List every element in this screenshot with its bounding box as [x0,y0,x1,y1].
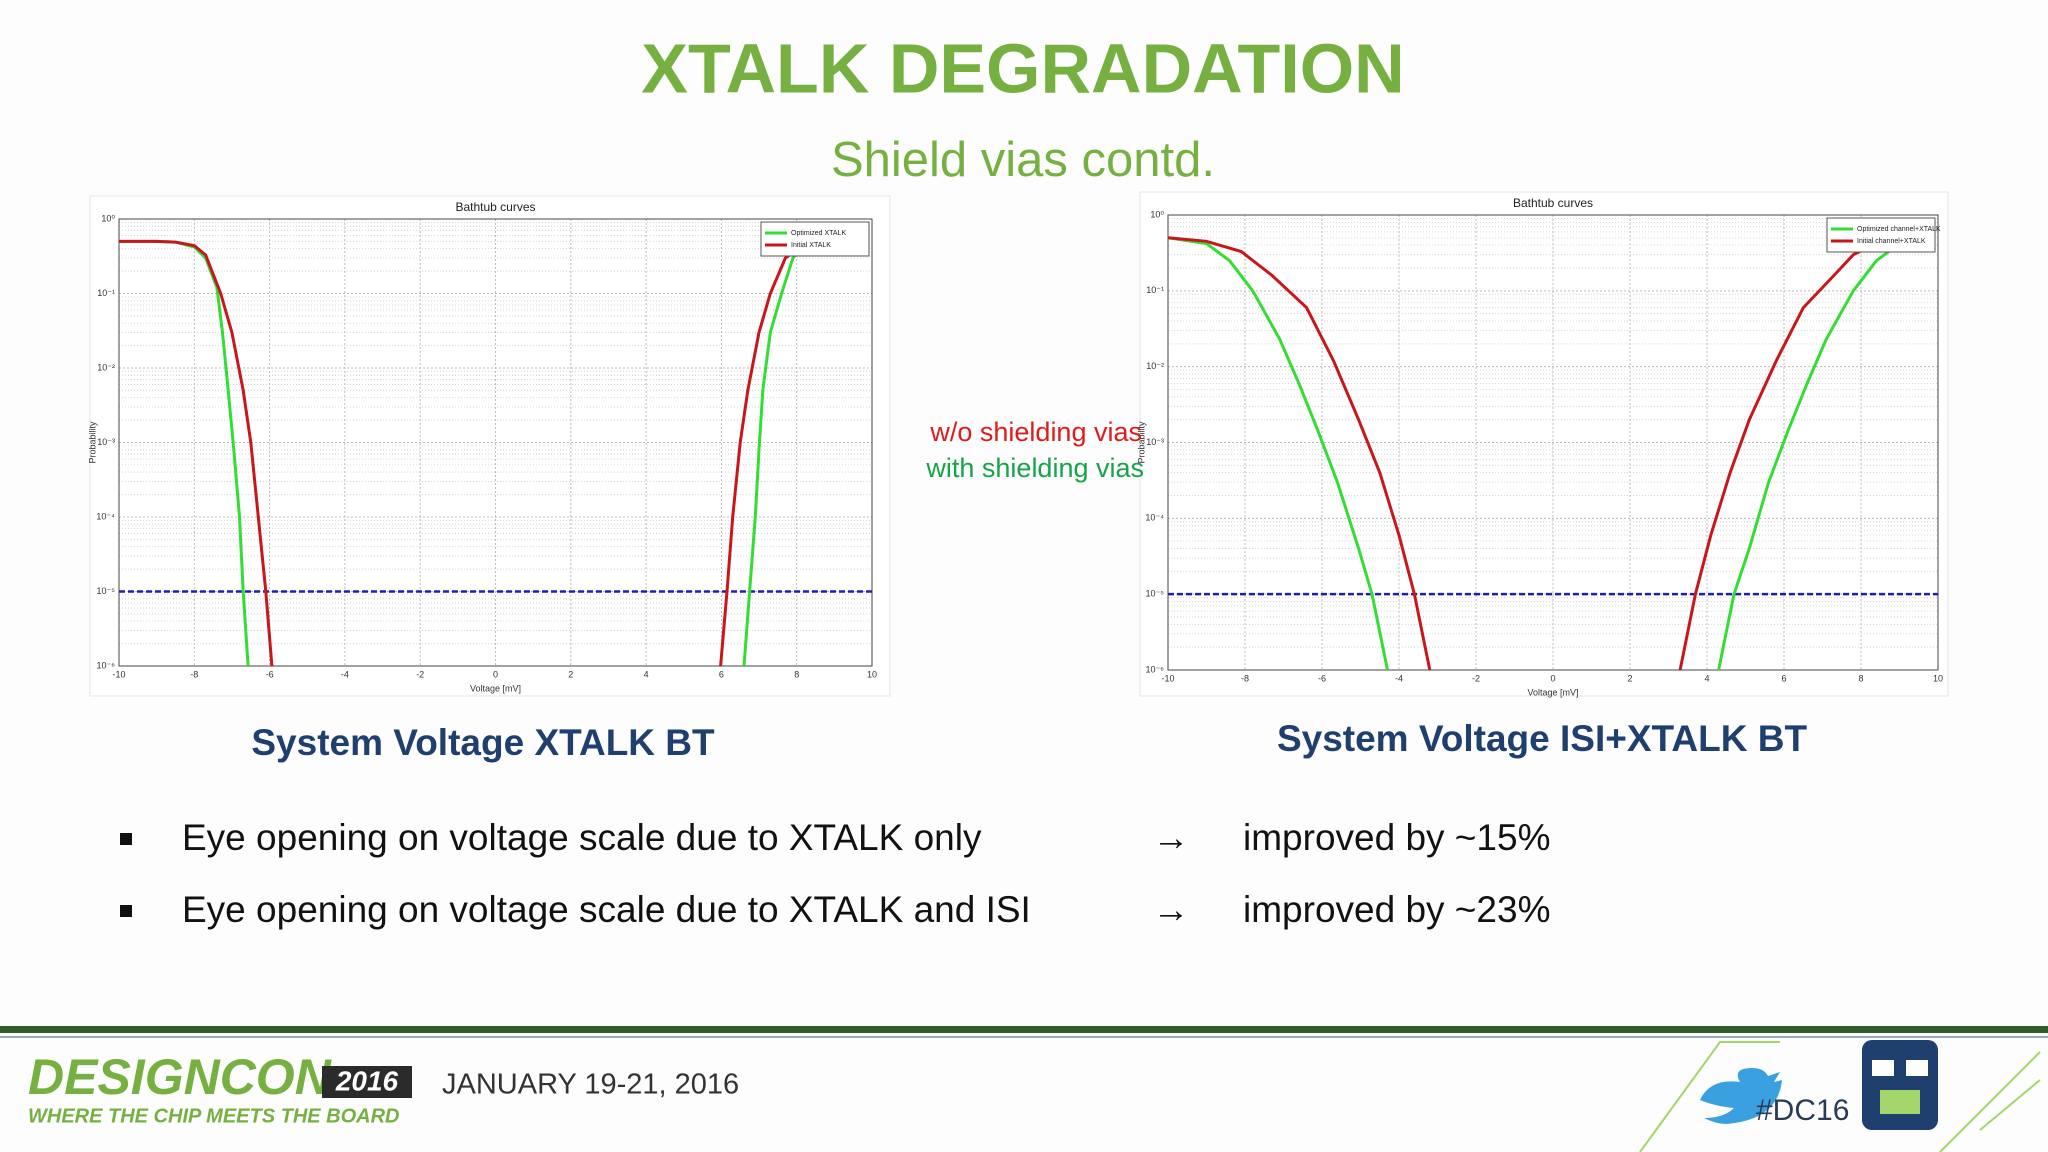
series-line [1167,236,1889,671]
series-line [1167,236,1909,671]
chart-caption: System Voltage XTALK BT [251,722,715,763]
x-tick-label: -4 [341,669,349,679]
x-tick-label: -2 [1472,673,1480,683]
legend-label: Optimized channel+XTALK [1857,226,1941,233]
chart-title: Bathtub curves [455,200,535,214]
x-tick-label: 2 [1627,673,1632,683]
footer-rule [0,1026,2048,1033]
y-tick-label: 10⁻² [1146,361,1164,371]
y-tick-label: 10⁻² [97,362,115,372]
x-tick-label: -8 [190,669,198,679]
x-tick-label: 2 [568,669,573,679]
x-tick-label: 10 [1933,673,1943,683]
y-tick-label: 10⁻⁴ [1145,513,1164,523]
bullet [120,905,132,917]
year: 2016 [335,1065,399,1096]
x-tick-label: -10 [1161,673,1174,683]
y-axis-label: Probability [1136,421,1146,464]
slide-subtitle: Shield vias contd. [831,133,1215,187]
legend-box [1826,217,1936,253]
hashtag: #DC16 [1756,1094,1849,1127]
x-tick-label: 6 [719,669,724,679]
y-tick-label: 10⁻¹ [1146,285,1164,295]
bullet-result: improved by ~15% [1243,817,1550,858]
chart: 10⁰ 10⁻¹ 10⁻² 10⁻³ 10⁻⁴ 10⁻⁵ 10⁻⁶-10 -8 -6 -4 -2 0 2… [1136,191,1949,697]
twitter-icon [1700,1068,1782,1124]
bullet-text: Eye opening on voltage scale due to XTAL… [182,817,982,858]
series-line [119,239,806,667]
robot-icon [1862,1040,1938,1130]
arrow: → [1153,817,1190,858]
bullet-result: improved by ~23% [1243,889,1550,930]
annotation: w/o shielding vias [929,417,1142,447]
x-tick-label: 10 [867,669,877,679]
tagline: WHERE THE CHIP MEETS THE BOARD [28,1105,400,1127]
y-tick-label: 10⁻⁴ [96,511,115,521]
footer-rule [0,1036,2048,1038]
x-tick-label: -2 [416,669,424,679]
chart-caption: System Voltage ISI+XTALK BT [1277,718,1808,759]
arrow: → [1153,889,1190,930]
legend-label: Optimized XTALK [791,230,846,237]
x-tick-label: -6 [1318,673,1326,683]
y-tick-label: 10⁰ [1150,209,1164,219]
y-tick-label: 10⁰ [101,213,115,223]
year-box [322,1066,412,1098]
y-tick-label: 10⁻⁶ [97,660,116,670]
chart: 10⁰ 10⁻¹ 10⁻² 10⁻³ 10⁻⁴ 10⁻⁵ 10⁻⁶-10 -8 -6 -4 -2 0 2… [87,195,891,697]
x-tick-label: -6 [266,669,274,679]
x-tick-label: -4 [1395,673,1403,683]
chart-title: Bathtub curves [1513,196,1593,210]
y-tick-label: 10⁻³ [1146,437,1164,447]
y-tick-label: 10⁻³ [97,437,115,447]
x-axis-label: Voltage [mV] [470,683,521,693]
x-tick-label: 8 [794,669,799,679]
x-tick-label: 4 [1704,673,1709,683]
bullet [120,833,132,845]
x-tick-label: 4 [644,669,649,679]
plot-frame [118,218,873,667]
y-tick-label: 10⁻¹ [97,288,115,298]
y-tick-label: 10⁻⁵ [1146,589,1165,599]
brand: DESIGNCON [28,1049,332,1105]
x-tick-label: -10 [112,669,125,679]
y-axis-label: Probability [87,421,97,464]
x-tick-label: 6 [1781,673,1786,683]
bullet-text: Eye opening on voltage scale due to XTAL… [182,889,1031,930]
legend-box [760,221,870,257]
event-dates: JANUARY 19-21, 2016 [442,1069,739,1101]
legend-label: Initial channel+XTALK [1857,238,1926,245]
y-tick-label: 10⁻⁶ [1146,664,1165,674]
footer: DESIGNCON 2016 WHERE THE CHIP MEETS THE … [0,1026,2048,1152]
annotation: with shielding vias [925,453,1144,483]
footer-decoration [1639,1041,2041,1152]
y-tick-label: 10⁻⁵ [97,586,116,596]
x-axis-label: Voltage [mV] [1527,687,1578,697]
x-tick-label: -8 [1241,673,1249,683]
chart-background [89,195,891,697]
legend-label: Initial XTALK [791,242,831,249]
x-tick-label: 0 [493,669,498,679]
plot-frame [1167,214,1939,671]
slide-title: XTALK DEGRADATION [641,29,1404,107]
x-tick-label: 8 [1858,673,1863,683]
x-tick-label: 0 [1550,673,1555,683]
